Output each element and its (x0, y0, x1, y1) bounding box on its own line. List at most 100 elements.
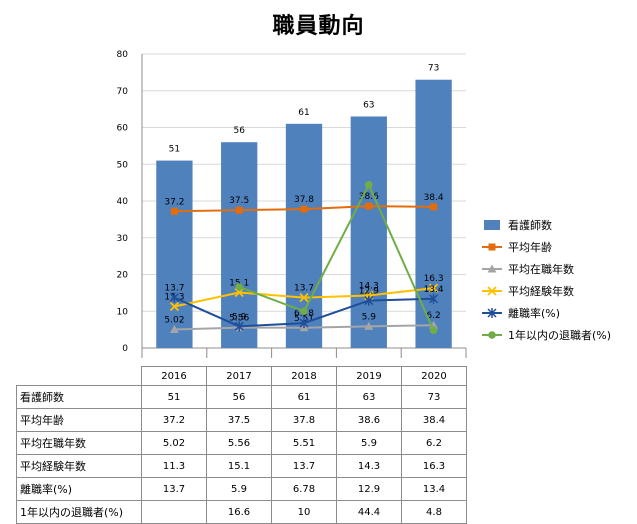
marker-square (300, 205, 308, 213)
marker-square (488, 243, 496, 251)
marker-star (487, 308, 497, 318)
y-tick-label: 70 (117, 87, 129, 97)
bar (350, 116, 387, 348)
table-row-label: 平均在職年数 (16, 431, 142, 455)
marker-x (299, 293, 309, 303)
table-row: 平均経験年数 11.3 15.1 13.7 14.3 16.3 (16, 454, 467, 478)
marker-square (430, 203, 438, 211)
marker-circle (300, 307, 308, 316)
line-data-label: 5.02 (164, 316, 184, 326)
table-column-header: 2020 (401, 366, 467, 386)
table-row-label: 1年以内の退職者(%) (16, 500, 142, 524)
table-row: 離職率(%) 13.7 5.9 6.78 12.9 13.4 (16, 477, 467, 501)
y-tick-label: 40 (117, 197, 129, 207)
table-row: 平均在職年数 5.02 5.56 5.51 5.9 6.2 (16, 431, 467, 455)
bar-data-label: 51 (169, 145, 180, 155)
bar (415, 79, 452, 348)
legend-label: 平均経験年数 (508, 284, 574, 298)
y-tick-label: 0 (122, 344, 128, 354)
bar-data-label: 61 (298, 108, 309, 118)
marker-square (170, 207, 178, 215)
legend-label: 平均在職年数 (508, 262, 574, 276)
table-cell: 11.3 (141, 454, 207, 478)
legend-label: 看護師数 (508, 218, 552, 232)
marker-triangle (364, 321, 374, 330)
bar-data-label: 63 (363, 100, 374, 110)
bar-data-label: 56 (233, 126, 245, 136)
legend-swatch (484, 220, 500, 230)
table-row: 1年以内の退職者(%) 16.6 10 44.4 4.8 (16, 500, 467, 524)
table-cell: 37.2 (141, 408, 207, 432)
line-data-label: 38.4 (424, 193, 444, 203)
table-cell: 5.02 (141, 431, 207, 455)
bar (221, 142, 258, 348)
line-data-label: 37.5 (229, 196, 249, 206)
table-cell: 56 (206, 385, 272, 409)
table-header-row: 2016 2017 2018 2019 2020 (17, 366, 467, 386)
table-row-label: 平均経験年数 (16, 454, 142, 478)
marker-circle (365, 181, 373, 189)
marker-square (235, 206, 243, 214)
table-cell: 13.4 (401, 477, 467, 501)
table-cell: 13.7 (141, 477, 207, 501)
line-data-label: 6.2 (426, 311, 440, 321)
table-cell: 37.5 (206, 408, 272, 432)
table-column-header: 2016 (141, 366, 207, 386)
marker-x (428, 283, 439, 293)
marker-star (169, 292, 179, 303)
line-data-label: 16.3 (424, 274, 444, 284)
table-cell: 16.3 (401, 454, 467, 478)
line-data-label: 14.3 (359, 281, 379, 291)
table-cell: 38.4 (401, 408, 467, 432)
legend-label: 離職率(%) (508, 306, 560, 320)
table-row-label: 離職率(%) (16, 477, 142, 501)
table-column-header: 2018 (271, 366, 337, 386)
table-cell: 44.4 (336, 500, 402, 524)
line-data-label: 37.8 (294, 195, 314, 205)
line-data-label: 37.2 (164, 197, 184, 207)
table-cell: 5.56 (206, 431, 272, 455)
table-cell: 6.78 (271, 477, 337, 501)
bar-data-label: 73 (428, 64, 439, 74)
marker-x (169, 301, 180, 312)
table-cell: 10 (271, 500, 337, 524)
table-cell: 51 (141, 385, 207, 409)
bar (156, 160, 193, 348)
table-cell: 5.9 (336, 431, 402, 455)
table-cell: 13.7 (271, 454, 337, 478)
table-cell: 5.51 (271, 431, 337, 455)
table-cell: 14.3 (336, 454, 402, 478)
table-cell: 16.6 (206, 500, 272, 524)
chart-canvas: 0 10 20 30 40 50 60 70 80 51 56 61 63 73 37.2 37.5 37.8 3… (117, 50, 611, 358)
y-tick-label: 20 (117, 271, 129, 281)
marker-square (365, 202, 373, 210)
table-row-label: 看護師数 (16, 385, 142, 409)
table-row: 平均年齢 37.2 37.5 37.8 38.6 38.4 (16, 408, 467, 432)
table-cell: 15.1 (206, 454, 272, 478)
y-tick-label: 10 (117, 307, 129, 317)
table-column-header: 2019 (336, 366, 402, 386)
chart-title: 職員動向 (272, 14, 365, 39)
y-tick-label: 60 (117, 124, 129, 134)
table-cell: 37.8 (271, 408, 337, 432)
table-cell: 38.6 (336, 408, 402, 432)
table-row: 看護師数 51 56 61 63 73 (16, 385, 467, 409)
marker-circle (488, 331, 496, 339)
data-table: 2016 2017 2018 2019 2020 看護師数 51 56 61 6… (16, 366, 467, 524)
marker-star (299, 318, 309, 329)
line-data-label: 38.6 (359, 192, 379, 202)
marker-circle (429, 326, 438, 335)
line-data-label: 13.4 (424, 285, 444, 295)
line-data-label: 12.9 (359, 287, 379, 297)
marker-star (429, 293, 439, 304)
table-column-header: 2017 (206, 366, 272, 386)
marker-x (234, 287, 244, 298)
legend-label: 平均年齢 (508, 240, 552, 254)
table-cell: 6.2 (401, 431, 467, 455)
table-cell: 63 (336, 385, 402, 409)
line-data-label: 5.9 (362, 312, 377, 322)
table-row-label: 平均年齢 (16, 408, 142, 432)
table-cell (141, 500, 207, 524)
y-tick-label: 30 (117, 234, 129, 244)
y-tick-label: 80 (117, 50, 129, 60)
